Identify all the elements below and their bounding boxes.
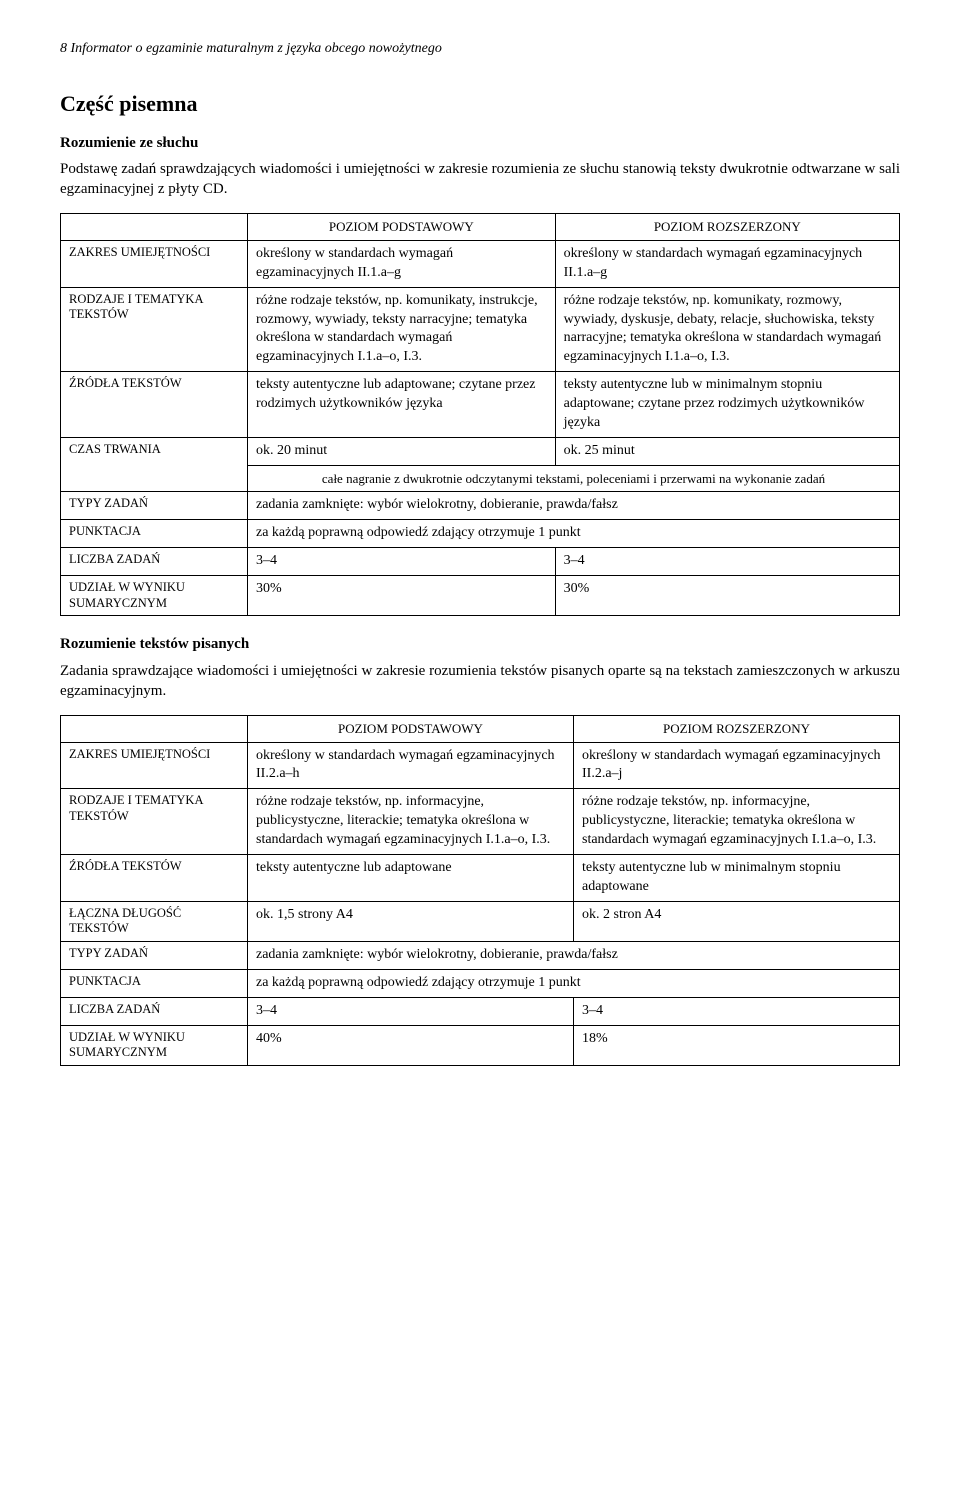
cell: zadania zamknięte: wybór wielokrotny, do… (248, 492, 900, 520)
row-label: ZAKRES UMIEJĘTNOŚCI (61, 742, 248, 789)
cell: ok. 2 stron A4 (574, 901, 900, 941)
cell: 3–4 (248, 997, 574, 1025)
cell: 30% (248, 576, 556, 616)
row-label: ŹRÓDŁA TEKSTÓW (61, 855, 248, 902)
cell: 3–4 (248, 548, 556, 576)
col-header-basic: POZIOM PODSTAWOWY (248, 214, 556, 241)
table-row: ŹRÓDŁA TEKSTÓW teksty autentyczne lub ad… (61, 372, 900, 438)
cell: 18% (574, 1025, 900, 1065)
table-row: ZAKRES UMIEJĘTNOŚCI określony w standard… (61, 240, 900, 287)
row-label: CZAS TRWANIA (61, 437, 248, 491)
cell: teksty autentyczne lub w minimalnym stop… (555, 372, 899, 438)
col-header-ext: POZIOM ROZSZERZONY (574, 716, 900, 743)
cell: określony w standardach wymagań egzamina… (248, 240, 556, 287)
table-row: TYPY ZADAŃ zadania zamknięte: wybór wiel… (61, 942, 900, 970)
cell: ok. 25 minut (555, 437, 899, 465)
blank-header (61, 214, 248, 241)
cell: 30% (555, 576, 899, 616)
cell: teksty autentyczne lub w minimalnym stop… (574, 855, 900, 902)
cell: teksty autentyczne lub adaptowane (248, 855, 574, 902)
row-label: PUNKTACJA (61, 520, 248, 548)
table-row: RODZAJE I TEMATYKA TEKSTÓW różne rodzaje… (61, 789, 900, 855)
page-title: Część pisemna (60, 89, 900, 119)
row-label: LICZBA ZADAŃ (61, 548, 248, 576)
col-header-ext: POZIOM ROZSZERZONY (555, 214, 899, 241)
cell: teksty autentyczne lub adaptowane; czyta… (248, 372, 556, 438)
row-label: ZAKRES UMIEJĘTNOŚCI (61, 240, 248, 287)
table-row: ZAKRES UMIEJĘTNOŚCI określony w standard… (61, 742, 900, 789)
cell: różne rodzaje tekstów, np. informacyjne,… (248, 789, 574, 855)
row-label: UDZIAŁ W WYNIKU SUMARYCZNYM (61, 1025, 248, 1065)
table-row: POZIOM PODSTAWOWY POZIOM ROZSZERZONY (61, 716, 900, 743)
row-label: RODZAJE I TEMATYKA TEKSTÓW (61, 287, 248, 372)
section1-intro: Podstawę zadań sprawdzających wiadomości… (60, 159, 900, 200)
section2-intro: Zadania sprawdzające wiadomości i umieję… (60, 661, 900, 702)
table-row: TYPY ZADAŃ zadania zamknięte: wybór wiel… (61, 492, 900, 520)
row-label: ŹRÓDŁA TEKSTÓW (61, 372, 248, 438)
table-row: POZIOM PODSTAWOWY POZIOM ROZSZERZONY (61, 214, 900, 241)
cell: zadania zamknięte: wybór wielokrotny, do… (248, 942, 900, 970)
cell: różne rodzaje tekstów, np. komunikaty, r… (555, 287, 899, 372)
table-row: UDZIAŁ W WYNIKU SUMARYCZNYM 30% 30% (61, 576, 900, 616)
cell: ok. 1,5 strony A4 (248, 901, 574, 941)
row-label: ŁĄCZNA DŁUGOŚĆ TEKSTÓW (61, 901, 248, 941)
cell: 40% (248, 1025, 574, 1065)
table-row: CZAS TRWANIA ok. 20 minut ok. 25 minut (61, 437, 900, 465)
cell: określony w standardach wymagań egzamina… (574, 742, 900, 789)
cell: określony w standardach wymagań egzamina… (555, 240, 899, 287)
cell: ok. 20 minut (248, 437, 556, 465)
table-row: UDZIAŁ W WYNIKU SUMARYCZNYM 40% 18% (61, 1025, 900, 1065)
table-row: PUNKTACJA za każdą poprawną odpowiedź zd… (61, 520, 900, 548)
row-label: RODZAJE I TEMATYKA TEKSTÓW (61, 789, 248, 855)
section1-heading: Rozumienie ze słuchu (60, 133, 900, 153)
row-label: LICZBA ZADAŃ (61, 997, 248, 1025)
table-row: PUNKTACJA za każdą poprawną odpowiedź zd… (61, 969, 900, 997)
cell: określony w standardach wymagań egzamina… (248, 742, 574, 789)
row-label: TYPY ZADAŃ (61, 492, 248, 520)
cell-note: całe nagranie z dwukrotnie odczytanymi t… (248, 465, 900, 492)
table-row: LICZBA ZADAŃ 3–4 3–4 (61, 997, 900, 1025)
cell: różne rodzaje tekstów, np. informacyjne,… (574, 789, 900, 855)
row-label: PUNKTACJA (61, 969, 248, 997)
table-row: LICZBA ZADAŃ 3–4 3–4 (61, 548, 900, 576)
section2-heading: Rozumienie tekstów pisanych (60, 634, 900, 654)
cell: różne rodzaje tekstów, np. komunikaty, i… (248, 287, 556, 372)
table-reading: POZIOM PODSTAWOWY POZIOM ROZSZERZONY ZAK… (60, 715, 900, 1066)
table-row: RODZAJE I TEMATYKA TEKSTÓW różne rodzaje… (61, 287, 900, 372)
col-header-basic: POZIOM PODSTAWOWY (248, 716, 574, 743)
cell: za każdą poprawną odpowiedź zdający otrz… (248, 969, 900, 997)
cell: 3–4 (555, 548, 899, 576)
table-row: ŹRÓDŁA TEKSTÓW teksty autentyczne lub ad… (61, 855, 900, 902)
table-listening: POZIOM PODSTAWOWY POZIOM ROZSZERZONY ZAK… (60, 213, 900, 616)
row-label: TYPY ZADAŃ (61, 942, 248, 970)
blank-header (61, 716, 248, 743)
page-header: 8 Informator o egzaminie maturalnym z ję… (60, 40, 900, 59)
cell: za każdą poprawną odpowiedź zdający otrz… (248, 520, 900, 548)
cell: 3–4 (574, 997, 900, 1025)
row-label: UDZIAŁ W WYNIKU SUMARYCZNYM (61, 576, 248, 616)
table-row: ŁĄCZNA DŁUGOŚĆ TEKSTÓW ok. 1,5 strony A4… (61, 901, 900, 941)
